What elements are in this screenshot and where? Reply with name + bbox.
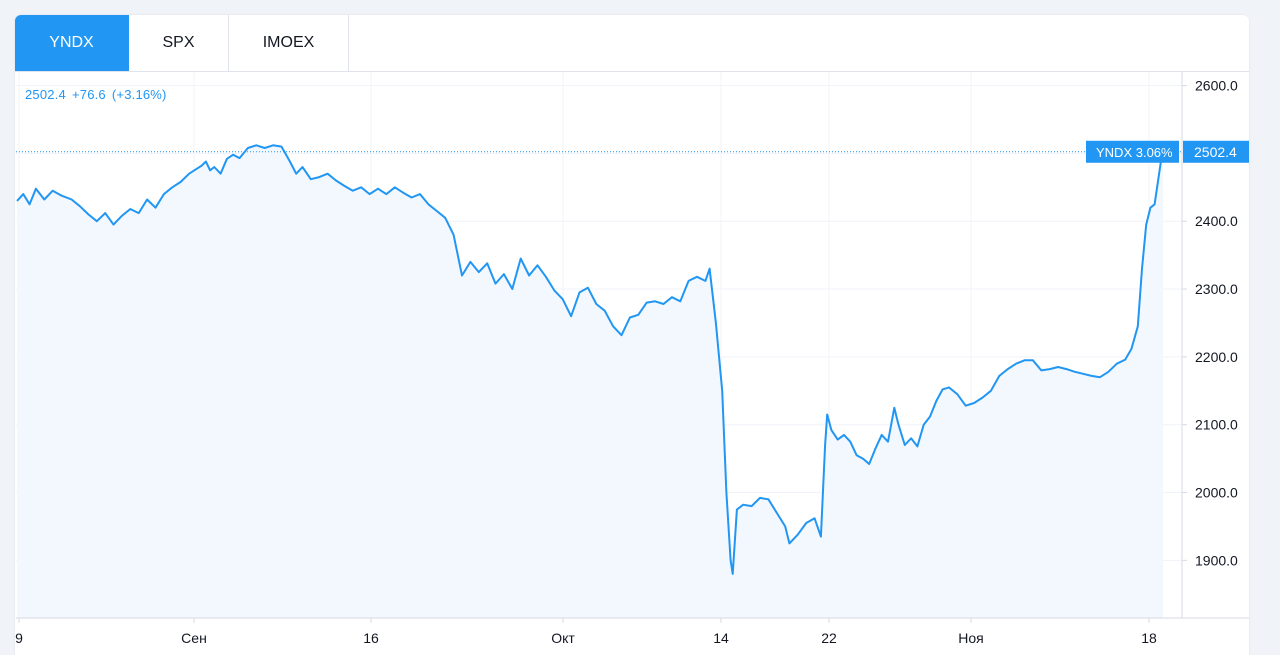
tab-imoex[interactable]: IMOEX bbox=[229, 15, 349, 71]
price-tick-label: 2100.0 bbox=[1195, 417, 1238, 433]
price-axis[interactable]: 2600.02500.02400.02300.02200.02100.02000… bbox=[1181, 72, 1238, 618]
badge-value: 2502.4 bbox=[1194, 144, 1237, 160]
price-tick-label: 2200.0 bbox=[1195, 349, 1238, 365]
time-tick-label: 22 bbox=[821, 630, 837, 646]
time-tick-label: Окт bbox=[551, 630, 575, 646]
tab-spx[interactable]: SPX bbox=[129, 15, 229, 71]
price-tick-label: 2400.0 bbox=[1195, 213, 1238, 229]
price-tick-label: 2600.0 bbox=[1195, 78, 1238, 94]
price-tick-label: 2000.0 bbox=[1195, 485, 1238, 501]
time-tick-label: 18 bbox=[1141, 630, 1157, 646]
symbol-tabs: YNDX SPX IMOEX bbox=[15, 15, 1249, 72]
badge-value-background bbox=[1183, 140, 1249, 163]
badge-label: YNDX 3.06% bbox=[1096, 145, 1173, 160]
badge-label-background bbox=[1086, 140, 1179, 163]
price-line bbox=[16, 144, 1164, 575]
tab-yndx[interactable]: YNDX bbox=[15, 15, 129, 71]
legend-change: +76.6 bbox=[71, 87, 106, 102]
legend-change-pct: (+3.16%) bbox=[111, 87, 167, 102]
price-tick-label: 2300.0 bbox=[1195, 281, 1238, 297]
price-tick-label: 1900.0 bbox=[1195, 552, 1238, 568]
price-legend: 2502.4 +76.6 (+3.16%) bbox=[25, 87, 173, 102]
time-axis[interactable]: 9 Сен 16 Окт 14 22 Ноя 18 bbox=[15, 617, 1249, 646]
time-tick-label: Сен bbox=[181, 630, 207, 646]
last-price-badge: YNDX 3.06% 2502.4 bbox=[1086, 140, 1249, 163]
price-area bbox=[17, 145, 1163, 619]
time-tick-label: 9 bbox=[15, 630, 23, 646]
legend-price: 2502.4 bbox=[25, 87, 66, 102]
time-tick-label: 14 bbox=[713, 630, 729, 646]
time-tick-label: 16 bbox=[363, 630, 379, 646]
time-tick-label: Ноя bbox=[958, 630, 983, 646]
